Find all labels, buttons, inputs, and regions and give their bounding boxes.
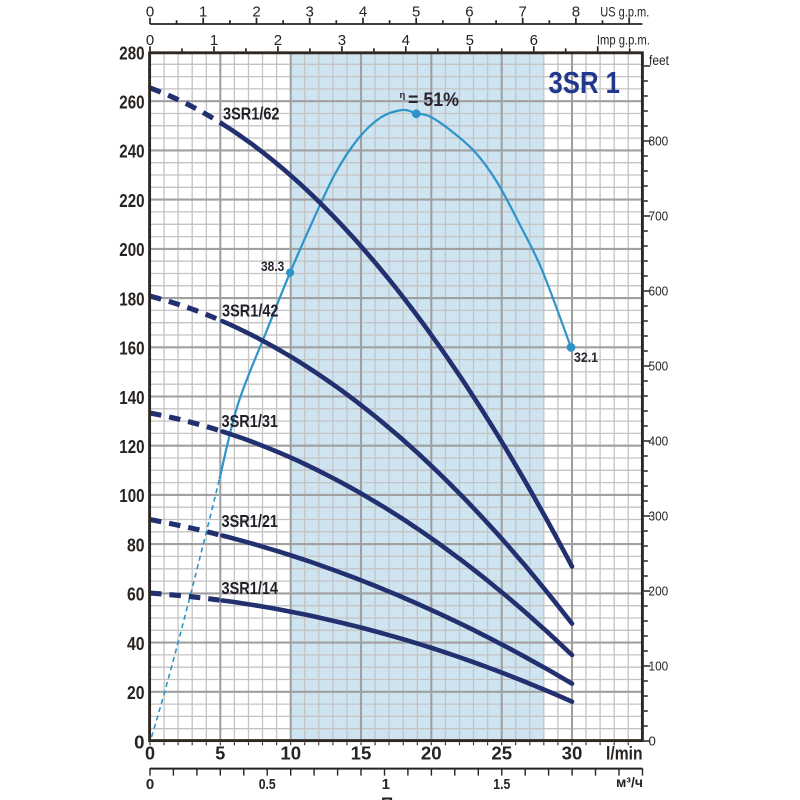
- svg-text:300: 300: [649, 509, 669, 524]
- svg-text:5: 5: [412, 4, 420, 21]
- svg-text:1: 1: [199, 4, 207, 21]
- svg-text:0: 0: [146, 32, 154, 49]
- svg-text:1: 1: [210, 32, 218, 49]
- svg-text:200: 200: [119, 239, 144, 260]
- svg-text:100: 100: [119, 485, 144, 506]
- svg-text:8: 8: [572, 4, 580, 21]
- svg-text:η: η: [400, 90, 406, 101]
- svg-text:20: 20: [421, 744, 442, 764]
- svg-text:4: 4: [402, 32, 410, 49]
- svg-text:l/min: l/min: [606, 743, 643, 764]
- svg-text:38.3: 38.3: [261, 258, 284, 274]
- svg-text:3: 3: [338, 32, 346, 49]
- svg-text:260: 260: [119, 92, 144, 113]
- svg-text:160: 160: [119, 338, 144, 359]
- svg-text:Подача: Подача: [381, 794, 443, 800]
- svg-text:800: 800: [649, 134, 669, 149]
- svg-text:1: 1: [382, 776, 390, 793]
- svg-text:3SR1/42: 3SR1/42: [222, 300, 279, 320]
- svg-text:280: 280: [119, 42, 144, 63]
- svg-text:40: 40: [127, 633, 145, 654]
- svg-text:3SR1/14: 3SR1/14: [222, 578, 279, 598]
- svg-text:400: 400: [649, 434, 669, 449]
- svg-text:м³/ч: м³/ч: [616, 774, 643, 790]
- svg-text:10: 10: [280, 744, 301, 764]
- svg-text:3SR1/21: 3SR1/21: [222, 511, 279, 531]
- svg-text:6: 6: [530, 32, 538, 49]
- svg-text:2: 2: [274, 32, 282, 49]
- svg-text:= 51%: = 51%: [408, 90, 459, 111]
- svg-text:5: 5: [215, 744, 225, 764]
- svg-text:80: 80: [127, 534, 145, 555]
- svg-text:3SR1/31: 3SR1/31: [222, 411, 279, 431]
- svg-text:0: 0: [146, 4, 154, 21]
- svg-text:220: 220: [119, 190, 144, 211]
- svg-text:0: 0: [145, 744, 155, 764]
- svg-text:15: 15: [351, 744, 372, 764]
- svg-text:30: 30: [562, 744, 583, 764]
- svg-text:4: 4: [359, 4, 367, 21]
- svg-text:6: 6: [465, 4, 473, 21]
- svg-text:100: 100: [649, 659, 669, 674]
- svg-text:US g.p.m.: US g.p.m.: [600, 5, 649, 20]
- svg-text:25: 25: [491, 744, 512, 764]
- svg-text:3SR1/62: 3SR1/62: [223, 104, 280, 124]
- svg-text:32.1: 32.1: [574, 349, 598, 365]
- svg-text:3: 3: [306, 4, 314, 21]
- svg-text:feet: feet: [649, 53, 669, 68]
- svg-text:1.5: 1.5: [493, 776, 510, 793]
- svg-text:3SR 1: 3SR 1: [549, 65, 621, 100]
- svg-text:60: 60: [127, 584, 145, 605]
- svg-text:180: 180: [119, 288, 144, 309]
- svg-text:Imp g.p.m.: Imp g.p.m.: [597, 32, 650, 47]
- svg-text:700: 700: [649, 209, 669, 224]
- svg-text:20: 20: [127, 682, 145, 703]
- svg-text:200: 200: [649, 584, 669, 599]
- svg-text:5: 5: [466, 32, 474, 49]
- svg-text:0: 0: [146, 776, 154, 793]
- svg-text:0.5: 0.5: [259, 776, 276, 793]
- svg-text:500: 500: [649, 359, 669, 374]
- svg-text:140: 140: [119, 387, 144, 408]
- svg-text:120: 120: [119, 436, 144, 457]
- svg-text:600: 600: [649, 284, 669, 299]
- svg-text:2: 2: [252, 4, 260, 21]
- svg-text:0: 0: [134, 731, 144, 752]
- svg-text:240: 240: [119, 141, 144, 162]
- svg-text:7: 7: [519, 4, 527, 21]
- svg-text:0: 0: [649, 734, 656, 749]
